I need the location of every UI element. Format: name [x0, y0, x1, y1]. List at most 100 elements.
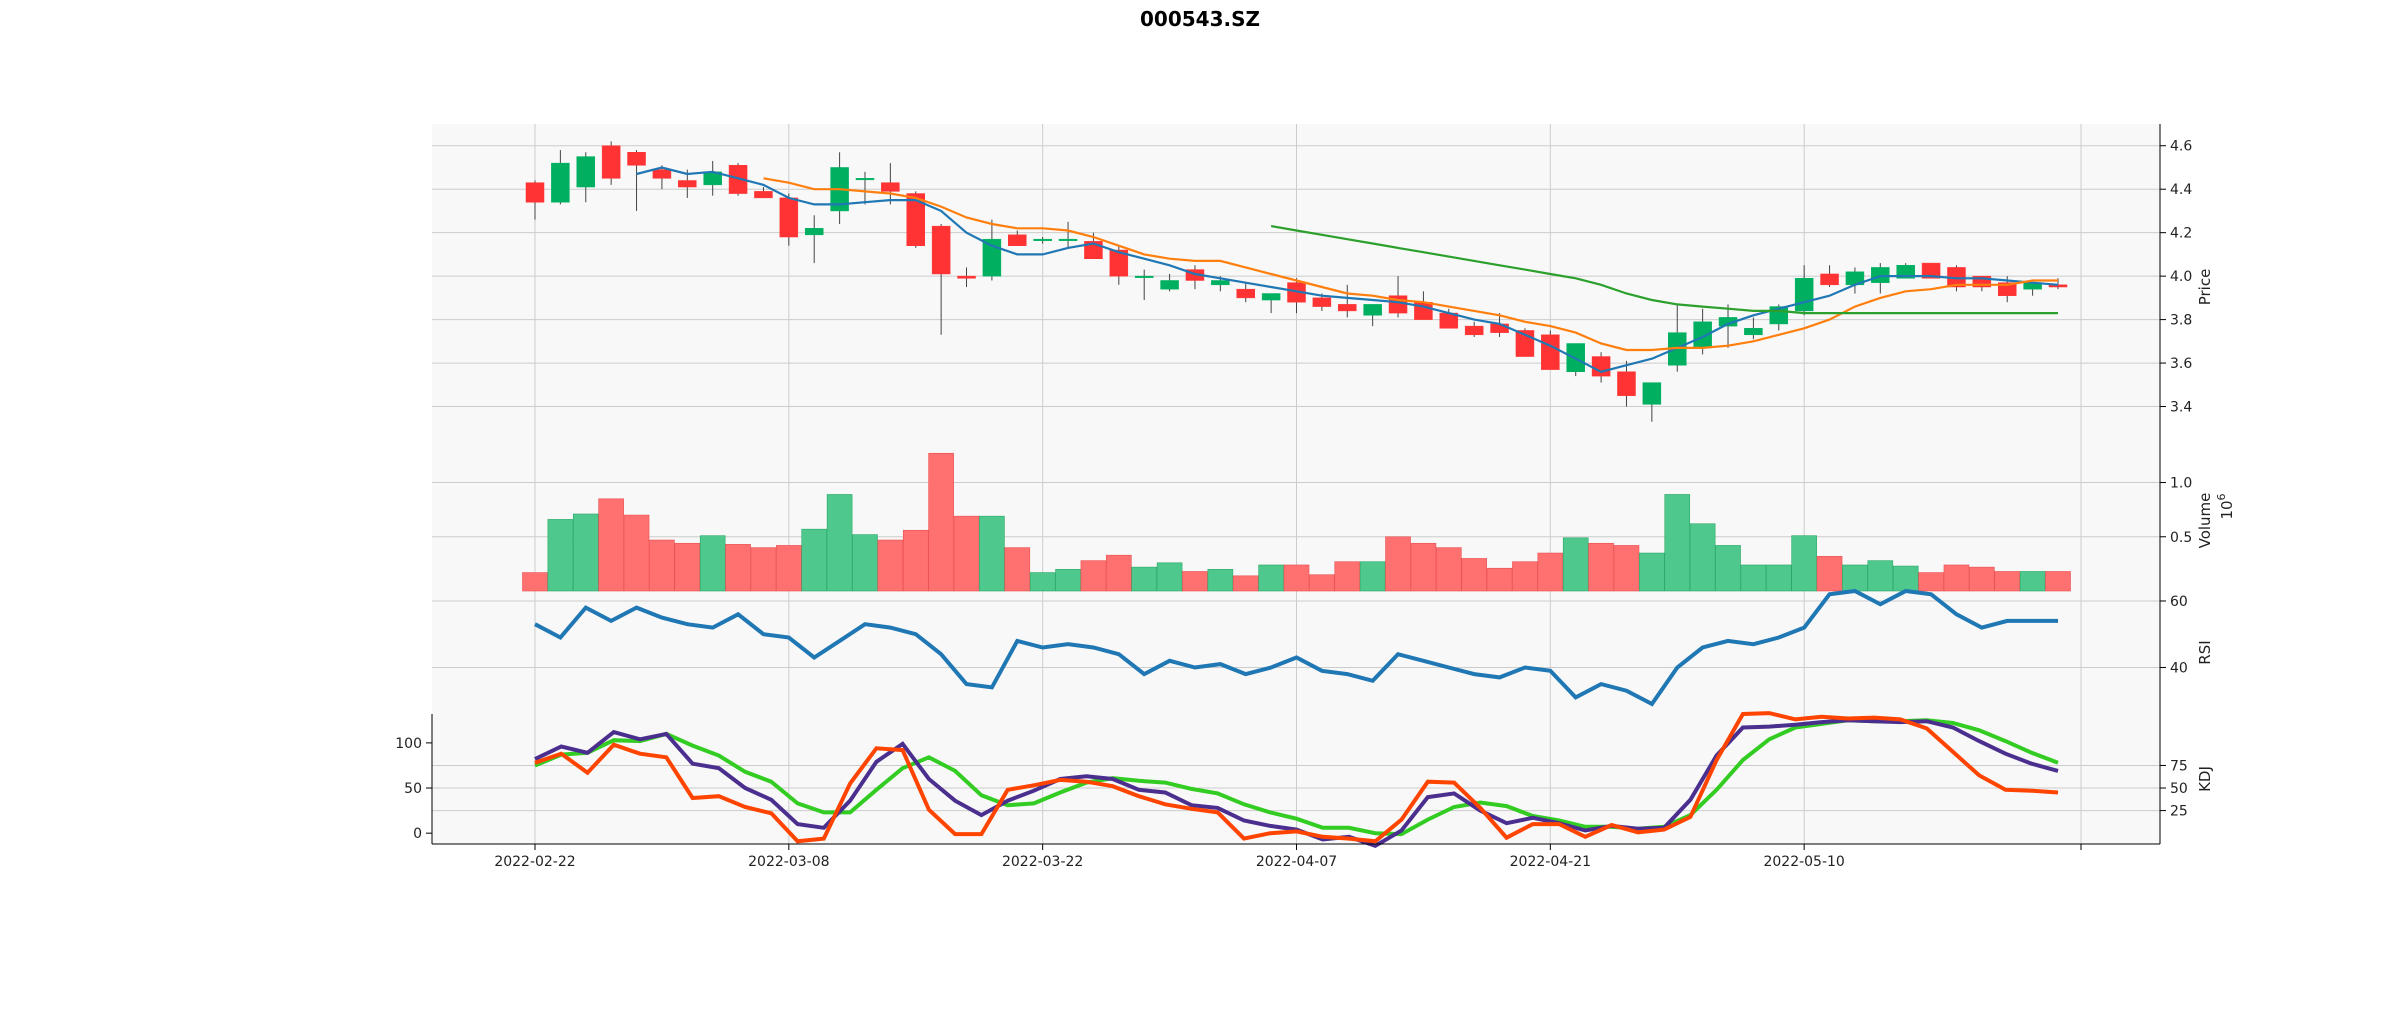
volume-bar [1715, 545, 1741, 592]
volume-bar [953, 515, 980, 592]
volume-bar [1892, 565, 1919, 592]
candle-body [1617, 371, 1636, 396]
volume-bar [1385, 536, 1411, 592]
candle-body [931, 225, 951, 275]
x-tick-label: 2022-04-07 [1256, 854, 1337, 870]
candle-body [1160, 280, 1179, 290]
volume-bar [826, 494, 853, 592]
volume-bar [674, 542, 701, 592]
volume-bar [1207, 569, 1234, 592]
volume-exponent-base: 10 [2218, 500, 2236, 519]
candle-body [906, 193, 925, 246]
kdj-panel [534, 711, 2059, 848]
volume-bar [928, 452, 954, 592]
candle-body [1820, 273, 1839, 286]
candle-body [1312, 297, 1332, 307]
volume-tick-label: 0.5 [2170, 530, 2192, 546]
volume-bar [1461, 558, 1487, 592]
candle-body [1236, 288, 1255, 299]
volume-bar [1283, 564, 1310, 592]
volume-bar [522, 572, 548, 592]
price-tick-label: 3.8 [2170, 313, 2192, 329]
volume-bar [1436, 547, 1462, 592]
rsi-line [534, 588, 2058, 707]
price-tick-label: 4.4 [2170, 182, 2192, 198]
rsi-panel [534, 588, 2058, 707]
candle-body [652, 169, 672, 179]
volume-bar [979, 515, 1005, 592]
volume-bar [1918, 572, 1944, 592]
candle-body [1058, 238, 1078, 241]
candle-body [1541, 334, 1560, 370]
volume-exponent-power: 6 [2215, 493, 2228, 500]
candle-body [1338, 304, 1357, 312]
volume-bar [1943, 564, 1970, 592]
kdj-d-line [534, 718, 2059, 837]
volume-bar [1689, 523, 1716, 592]
volume-bar [1106, 554, 1132, 592]
x-tick-label: 2022-03-08 [748, 854, 829, 870]
candle-body [551, 162, 570, 203]
candle-body [601, 145, 621, 179]
kdj-right-tick-label: 75 [2170, 758, 2188, 774]
chart-title: 000543.SZ [1140, 7, 1260, 31]
candle-body [779, 197, 799, 238]
candle-body [1490, 323, 1509, 333]
x-tick-label: 2022-04-21 [1510, 854, 1591, 870]
candle-body [627, 152, 646, 166]
volume-bar [1131, 566, 1157, 592]
candle-body [881, 182, 900, 192]
volume-bar [623, 514, 650, 592]
candle-body [1464, 325, 1484, 336]
price-tick-label: 3.4 [2170, 400, 2192, 416]
volume-bar [1969, 566, 1995, 592]
candle-body [1033, 238, 1052, 241]
candle-body [1261, 293, 1281, 301]
volume-bar [699, 535, 726, 592]
x-tick-label: 2022-02-22 [494, 854, 575, 870]
volume-bar [1004, 547, 1031, 592]
volume-bar [1816, 555, 1843, 592]
candle-body [1134, 275, 1154, 278]
price-tick-label: 4.6 [2170, 139, 2192, 155]
moving-average-line [1270, 225, 2058, 315]
volume-bar [1486, 567, 1513, 592]
volume-bar [1359, 561, 1386, 592]
price-panel [525, 141, 2068, 422]
volume-bar [1765, 564, 1792, 592]
candle-body [957, 275, 976, 279]
kdj-left-tick-label: 50 [404, 781, 422, 797]
volume-bar [1334, 561, 1361, 592]
volume-bar [1613, 545, 1640, 592]
price-tick-label: 3.6 [2170, 356, 2192, 372]
candle-body [982, 238, 1002, 277]
candle-body [1794, 278, 1814, 312]
volume-bar [1791, 535, 1817, 592]
volume-bar [1258, 564, 1284, 592]
candle-body [1109, 249, 1129, 277]
volume-bar [1639, 552, 1665, 592]
volume-bar [1309, 574, 1335, 592]
volume-bar [2019, 571, 2046, 592]
volume-axis-label: Volume [2196, 493, 2214, 549]
volume-bar [1867, 560, 1894, 592]
volume-bar [1537, 552, 1564, 592]
candle-body [1744, 328, 1763, 336]
volume-bar [649, 539, 675, 592]
volume-bar [750, 547, 777, 592]
volume-bar [1664, 494, 1691, 592]
candle-body [855, 178, 875, 181]
volume-bar [902, 529, 929, 592]
volume-bar [1232, 575, 1259, 592]
volume-bar [852, 534, 878, 592]
moving-average-line [636, 166, 2059, 373]
price-tick-label: 4.2 [2170, 226, 2192, 242]
rsi-tick-label: 60 [2170, 594, 2188, 610]
volume-bar [1588, 542, 1614, 592]
rsi-tick-label: 40 [2170, 660, 2188, 676]
volume-bar [572, 513, 599, 592]
volume-bar [801, 528, 828, 592]
volume-bar [1994, 571, 2021, 592]
